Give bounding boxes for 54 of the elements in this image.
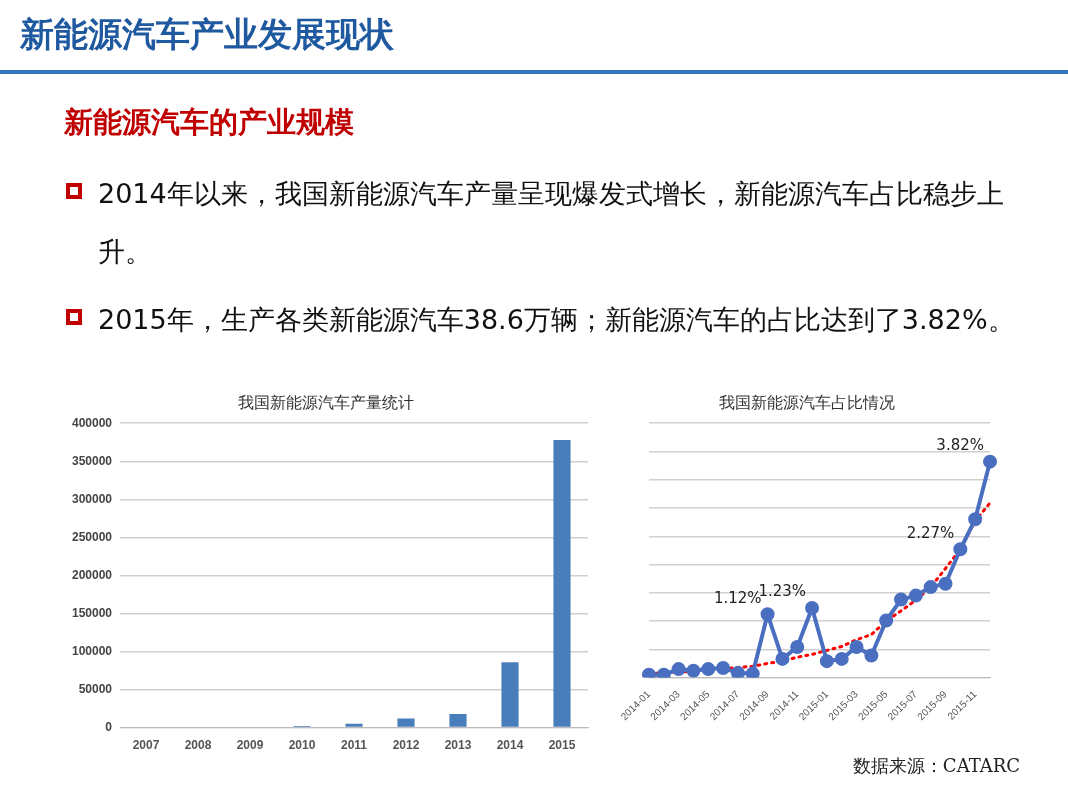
- point: [849, 640, 864, 655]
- point: [701, 662, 716, 677]
- y-tick-label: 50000: [78, 681, 113, 696]
- point: [760, 607, 775, 622]
- chart-title: 我国新能源汽车占比情况: [719, 392, 895, 412]
- x-tick-label: 2012: [392, 738, 420, 753]
- point: [923, 580, 938, 595]
- data-label: 3.82%: [936, 436, 984, 455]
- text: 2014年以来，我国新能源汽车产量呈现爆发式增长，新能源汽车占比稳步上升。: [97, 177, 1005, 269]
- bar: [553, 439, 571, 727]
- point: [819, 654, 834, 669]
- point: [686, 663, 701, 678]
- x-tick-label: 2013: [444, 738, 472, 753]
- text: 新能源汽车产业发展现状: [20, 13, 394, 56]
- point: [938, 576, 953, 591]
- point: [730, 666, 745, 678]
- x-tick-label: 2011: [341, 738, 368, 753]
- point: [968, 512, 983, 527]
- data-label: 2.27%: [906, 523, 955, 542]
- y-tick-label: 250000: [72, 529, 113, 544]
- point: [879, 613, 894, 628]
- point: [908, 588, 923, 603]
- y-tick-label: 150000: [72, 605, 113, 620]
- y-tick-label: 100000: [72, 643, 113, 658]
- y-tick-label: 0: [105, 719, 113, 734]
- point: [775, 651, 790, 666]
- point: [805, 601, 820, 616]
- point: [790, 640, 805, 655]
- point: [671, 662, 686, 677]
- point: [894, 592, 909, 607]
- point: [834, 651, 849, 666]
- point: [745, 666, 760, 678]
- point: [716, 660, 731, 675]
- chart-title: 我国新能源汽车产量统计: [238, 392, 414, 412]
- point: [983, 454, 997, 469]
- x-tick-label: 2009: [236, 738, 264, 753]
- point: [953, 542, 968, 557]
- x-tick-label: 2007: [132, 738, 160, 753]
- y-tick-label: 300000: [72, 491, 113, 506]
- bar: [449, 713, 467, 727]
- source-note: 数据来源：CATARC: [852, 754, 1020, 778]
- text: 新能源汽车的产业规模: [64, 104, 354, 141]
- x-tick-label: 2008: [184, 738, 212, 753]
- x-tick-label: 2015: [548, 738, 576, 753]
- x-tick-label: 2014: [496, 738, 524, 753]
- bar: [345, 723, 363, 727]
- point: [864, 648, 879, 663]
- y-tick-label: 350000: [72, 453, 113, 468]
- bar: [501, 662, 519, 727]
- text: 2015年，生产各类新能源汽车38.6万辆；新能源汽车的占比达到了3.82%。: [97, 303, 1016, 337]
- x-tick-label: 2010: [288, 738, 316, 753]
- y-tick-label: 200000: [72, 567, 113, 582]
- y-tick-label: 400000: [72, 415, 113, 430]
- bar: [397, 718, 415, 727]
